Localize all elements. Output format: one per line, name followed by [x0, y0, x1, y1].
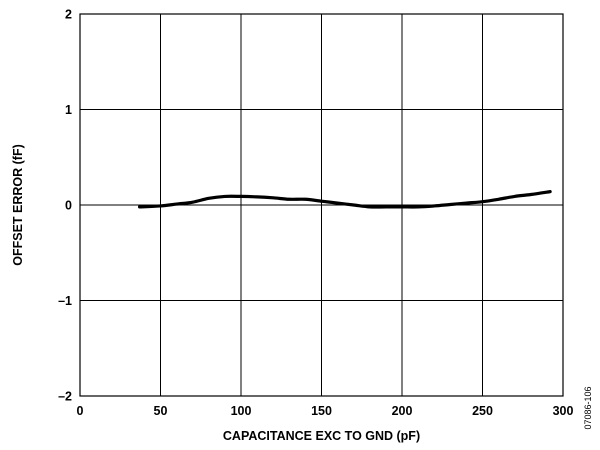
x-tick-label: 250: [472, 404, 493, 418]
data-series-line: [137, 190, 552, 209]
x-tick-label: 300: [553, 404, 574, 418]
y-tick-label: –1: [58, 294, 72, 308]
x-tick-labels: 0 50 100 150 200 250 300: [77, 404, 574, 418]
y-tick-label: –2: [58, 390, 72, 404]
x-tick-label: 0: [77, 404, 84, 418]
y-tick-label: 0: [65, 199, 72, 213]
y-tick-label: 1: [65, 103, 72, 117]
x-tick-label: 200: [392, 404, 413, 418]
y-tick-label: 2: [65, 8, 72, 22]
figure-id: 07086-106: [583, 386, 593, 429]
x-axis-title: CAPACITANCE EXC TO GND (pF): [223, 429, 420, 443]
y-axis-title: OFFSET ERROR (fF): [11, 144, 25, 266]
x-tick-label: 100: [231, 404, 252, 418]
plot-frame: [79, 13, 564, 397]
x-tick-label: 50: [154, 404, 168, 418]
y-tick-labels: –2 –1 0 1 2: [58, 8, 72, 404]
x-tick-label: 150: [311, 404, 332, 418]
